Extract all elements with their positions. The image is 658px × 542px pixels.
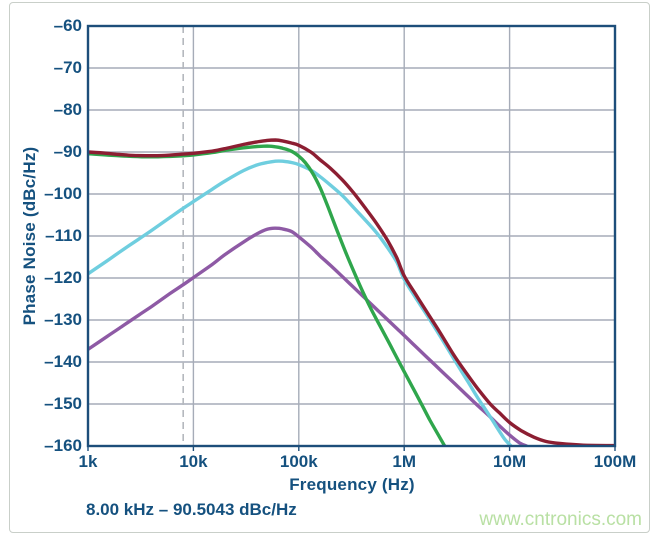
curves (87, 138, 616, 447)
y-tick-label: –150 (44, 394, 82, 413)
y-tick-label: –100 (44, 184, 82, 203)
y-tick-label: –160 (44, 436, 82, 455)
plot-border (86, 24, 617, 448)
y-tick-label: –130 (44, 310, 82, 329)
y-tick-label: –110 (45, 226, 82, 245)
page-frame (9, 2, 650, 533)
purple-curve (87, 226, 529, 447)
x-tick-label: 10M (493, 452, 527, 471)
y-tick-label: –90 (53, 142, 82, 161)
x-tick-label: 100k (279, 452, 318, 471)
x-tick-label: 1M (392, 452, 416, 471)
marker-readout: 8.00 kHz – 90.5043 dBc/Hz (86, 500, 297, 519)
grid (87, 26, 616, 451)
x-tick-label: 10k (179, 452, 208, 471)
green-curve (87, 144, 447, 447)
watermark: www.cntronics.com (479, 509, 642, 530)
x-tick-label: 100M (593, 452, 637, 471)
y-tick-label: –80 (53, 100, 82, 119)
y-tick-label: –120 (44, 268, 82, 287)
y-axis-title: Phase Noise (dBc/Hz) (20, 146, 39, 326)
x-axis-title: Frequency (Hz) (289, 475, 415, 494)
x-tick-label: 1k (78, 452, 98, 471)
y-tick-label: –70 (53, 58, 82, 77)
maroon-curve (87, 138, 616, 447)
y-tick-label: –60 (53, 16, 82, 35)
y-tick-label: –140 (44, 352, 82, 371)
cyan-curve (87, 159, 513, 447)
